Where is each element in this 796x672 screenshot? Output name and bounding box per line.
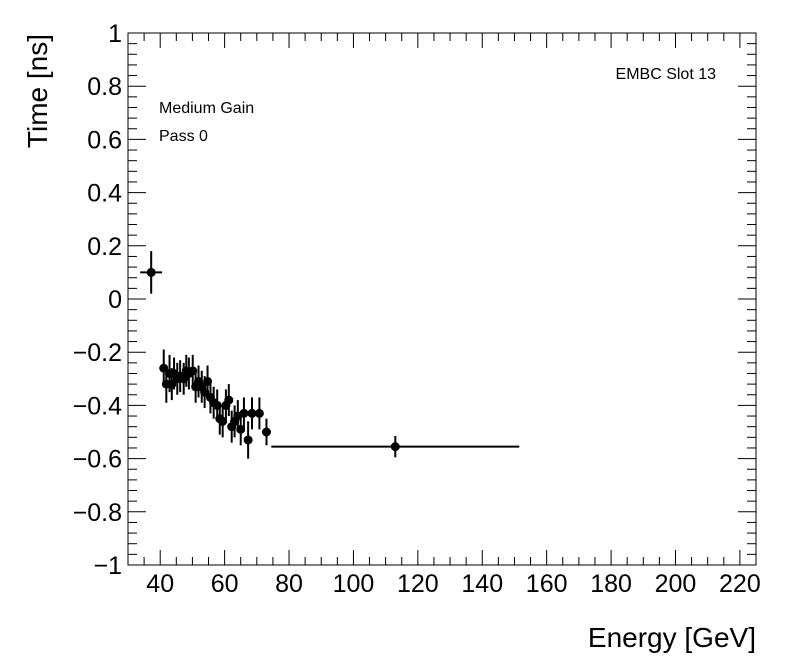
y-tick-label: −0.2 bbox=[73, 339, 122, 367]
x-axis-ticks bbox=[127, 33, 757, 565]
y-tick-label: 0.6 bbox=[87, 126, 122, 154]
y-tick-label: −0.4 bbox=[73, 392, 122, 420]
x-tick-label: 120 bbox=[397, 570, 439, 598]
data-point bbox=[243, 421, 253, 459]
x-tick-label: 100 bbox=[333, 570, 375, 598]
x-tick-label: 220 bbox=[719, 570, 761, 598]
data-marker bbox=[224, 395, 234, 405]
annotation-pass: Pass 0 bbox=[159, 128, 208, 145]
x-axis-title: Energy [GeV] bbox=[588, 622, 756, 653]
y-tick-label: −0.8 bbox=[73, 499, 122, 527]
x-axis-tick-labels: 40 60 80 100 120 140 160 180 200 220 bbox=[146, 570, 760, 598]
data-marker bbox=[243, 435, 253, 445]
data-marker bbox=[239, 408, 249, 418]
data-point bbox=[271, 435, 520, 458]
x-tick-label: 40 bbox=[146, 570, 174, 598]
y-tick-label: −0.6 bbox=[73, 446, 122, 474]
data-marker bbox=[247, 408, 257, 418]
data-series bbox=[140, 251, 520, 459]
y-tick-label: 0 bbox=[108, 286, 122, 314]
annotation-gain: Medium Gain bbox=[159, 100, 254, 117]
x-tick-label: 180 bbox=[590, 570, 632, 598]
data-point bbox=[140, 251, 163, 294]
y-tick-label: 0.8 bbox=[87, 73, 122, 101]
y-axis-ticks bbox=[128, 32, 756, 566]
data-point bbox=[254, 397, 264, 430]
data-point bbox=[239, 397, 249, 430]
x-tick-label: 80 bbox=[275, 570, 303, 598]
data-point bbox=[224, 384, 234, 417]
y-axis-title: Time [ns] bbox=[22, 34, 53, 148]
data-point bbox=[247, 397, 257, 430]
y-tick-label: 0.2 bbox=[87, 233, 122, 261]
y-tick-label: −1 bbox=[93, 552, 122, 580]
y-axis-tick-labels: −1 −0.8 −0.6 −0.4 −0.2 0 0.2 0.4 0.6 0.8 1 bbox=[73, 20, 122, 580]
x-tick-label: 200 bbox=[655, 570, 697, 598]
y-tick-label: 0.4 bbox=[87, 180, 122, 208]
data-marker bbox=[146, 267, 156, 277]
data-marker bbox=[261, 427, 271, 437]
annotation-slot: EMBC Slot 13 bbox=[616, 66, 717, 83]
data-point bbox=[261, 418, 271, 446]
data-marker bbox=[390, 442, 400, 452]
x-tick-label: 140 bbox=[461, 570, 503, 598]
x-tick-label: 60 bbox=[211, 570, 239, 598]
data-marker bbox=[254, 408, 264, 418]
y-tick-label: 1 bbox=[108, 20, 122, 48]
x-tick-label: 160 bbox=[526, 570, 568, 598]
